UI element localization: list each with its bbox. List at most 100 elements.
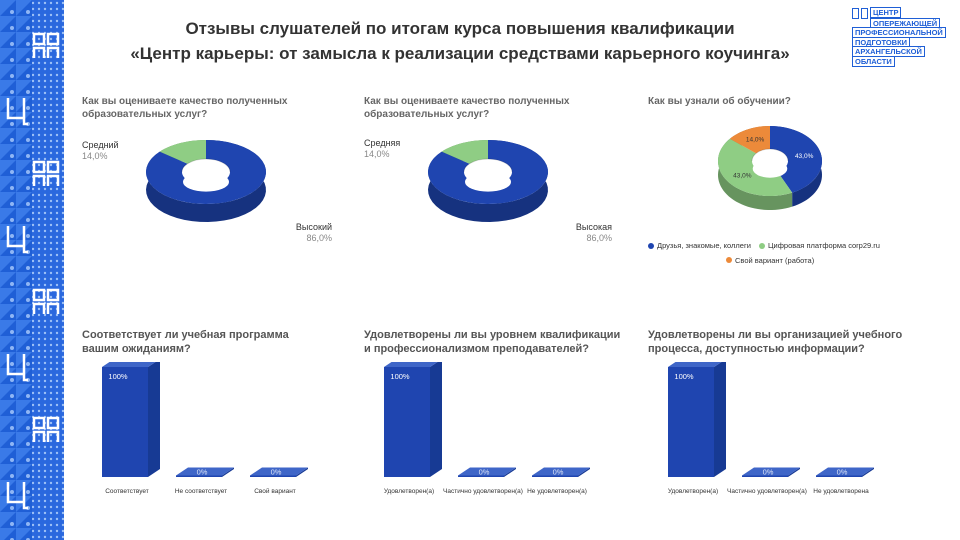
bar-top	[458, 467, 516, 476]
legend-swatch	[726, 257, 732, 263]
chart-1-question: Как вы оцениваете качество полученных об…	[82, 96, 288, 120]
bar-side	[714, 362, 726, 477]
slice-name: Средний	[82, 140, 119, 150]
bar	[742, 475, 788, 477]
legend-label: Свой вариант (работа)	[735, 255, 815, 265]
slice-value: 86,0%	[586, 233, 612, 243]
donut-hole	[464, 172, 512, 192]
pattern-graphic	[0, 0, 64, 540]
organization-logo: ЦЕНТР ОПЕРЕЖАЮЩЕЙ ПРОФЕССИОНАЛЬНОЙ ПОДГО…	[852, 6, 952, 67]
bar-value-label: 0%	[197, 468, 208, 477]
bar-category-label: Частично удовлетворен(а)	[727, 488, 807, 495]
logo-mark	[852, 8, 868, 19]
donut-slice	[428, 140, 548, 204]
bar-side	[862, 467, 874, 477]
bar-top	[102, 362, 156, 367]
title-line-2: «Центр карьеры: от замысла к реализации …	[130, 44, 790, 63]
bar-value-label: 0%	[271, 468, 282, 477]
donut-slice	[441, 140, 488, 164]
donut-data-label: 43,0%	[733, 172, 752, 179]
donut-hole	[182, 172, 230, 192]
bar-top	[384, 362, 438, 367]
chart-5-question: Удовлетворены ли вы уровнем квалификации…	[364, 329, 621, 355]
bar-side	[296, 467, 308, 477]
legend-swatch	[758, 242, 765, 249]
legend-item: Друзья, знакомые, коллеги	[648, 241, 751, 250]
bar-category-label: Частично удовлетворен(а)	[443, 488, 523, 495]
legend-swatch	[648, 242, 654, 249]
legend-item: Свой вариант (работа)	[726, 256, 814, 265]
bar-category-label: Удовлетворен(а)	[668, 488, 718, 495]
chart-5-bars: 100% Удовлетворен(а) 0% Частично удовлетвор…	[384, 362, 590, 495]
bar	[176, 475, 222, 477]
bar-category-label: Не удовлетворен(а)	[527, 488, 587, 495]
chart-1-label-medium: Средний 14,0%	[82, 140, 119, 162]
bar-value-label: 100%	[390, 372, 410, 381]
chart-4-question: Соответствует ли учебная программа вашим…	[82, 329, 289, 355]
chart-4-bars: 100% Соответствует 0% Не соответствует 0% Сво…	[102, 362, 308, 495]
bar-side	[430, 362, 442, 477]
slice-value: 14,0%	[364, 149, 390, 159]
bar-top	[816, 467, 874, 476]
chart-3-donut: 43,0% 43,0% 14,0%	[718, 126, 822, 210]
donut-hole-edge	[751, 148, 789, 162]
bar-category-label: Удовлетворен(а)	[384, 488, 434, 495]
bar-value-label: 0%	[553, 468, 564, 477]
bar-top	[668, 362, 722, 367]
donut-slice	[146, 140, 266, 204]
chart-3-question: Как вы узнали об обучении?	[648, 96, 791, 107]
donut-data-label: 14,0%	[746, 137, 765, 144]
bar-top	[742, 467, 800, 476]
donut-slice	[770, 126, 822, 193]
logo-line: ОБЛАСТИ	[852, 55, 895, 67]
bar	[102, 367, 148, 477]
chart-6-bars: 100% Удовлетворен(а) 0% Частично удовлетвор…	[668, 362, 874, 495]
bar	[668, 367, 714, 477]
bar-value-label: 0%	[763, 468, 774, 477]
bar	[816, 475, 862, 477]
chart-6-question: Удовлетворены ли вы организацией учебног…	[648, 329, 903, 355]
chart-2-label-high: Высокая 86,0%	[572, 222, 612, 244]
donut-slice	[729, 126, 770, 154]
bar-value-label: 100%	[674, 372, 694, 381]
chart-2-question: Как вы оцениваете качество полученных об…	[364, 96, 570, 120]
bar	[532, 475, 578, 477]
donut-data-label: 43,0%	[795, 153, 814, 160]
bar-side	[578, 467, 590, 477]
slice-name: Высокий	[295, 222, 332, 232]
chart-2-donut	[428, 140, 548, 222]
slice-name: Высокая	[575, 222, 612, 232]
donut-slice	[718, 138, 793, 196]
bar	[458, 475, 504, 477]
bar-value-label: 100%	[108, 372, 128, 381]
bar-side	[504, 467, 516, 477]
bar-category-label: Соответствует	[105, 488, 149, 495]
legend-item: Цифровая платформа corp29.ru	[758, 241, 880, 250]
slice-name: Средняя	[364, 138, 401, 148]
donut-slice-side	[718, 138, 793, 210]
bar	[250, 475, 296, 477]
donut-hole-edge	[463, 158, 513, 173]
legend-label: Друзья, знакомые, коллеги	[657, 241, 751, 250]
chart-2-label-medium: Средняя 14,0%	[364, 138, 400, 160]
bar-category-label: Не удовлетворена	[813, 488, 869, 495]
slice-value: 86,0%	[306, 233, 332, 243]
bar-category-label: Не соответствует	[175, 488, 227, 495]
chart-1-label-high: Высокий 86,0%	[292, 222, 332, 244]
title-line-1: Отзывы слушателей по итогам курса повыше…	[185, 19, 735, 38]
bar-side	[788, 467, 800, 477]
slice-value: 14,0%	[82, 151, 108, 161]
bar-value-label: 0%	[837, 468, 848, 477]
chart-3-legend: Друзья, знакомые, коллеги Цифровая платф…	[648, 241, 908, 265]
donut-hole	[752, 159, 788, 178]
donut-slice	[159, 140, 206, 164]
bar-category-label: Свой вариант	[254, 487, 296, 495]
bar-value-label: 0%	[479, 468, 490, 477]
chart-1-donut	[146, 140, 266, 222]
slide-title: Отзывы слушателей по итогам курса повыше…	[80, 16, 840, 66]
decorative-stripe	[0, 0, 64, 540]
bar-side	[148, 362, 160, 477]
legend-label: Цифровая платформа corp29.ru	[767, 241, 880, 250]
bar-top	[532, 467, 590, 476]
bar	[384, 367, 430, 477]
